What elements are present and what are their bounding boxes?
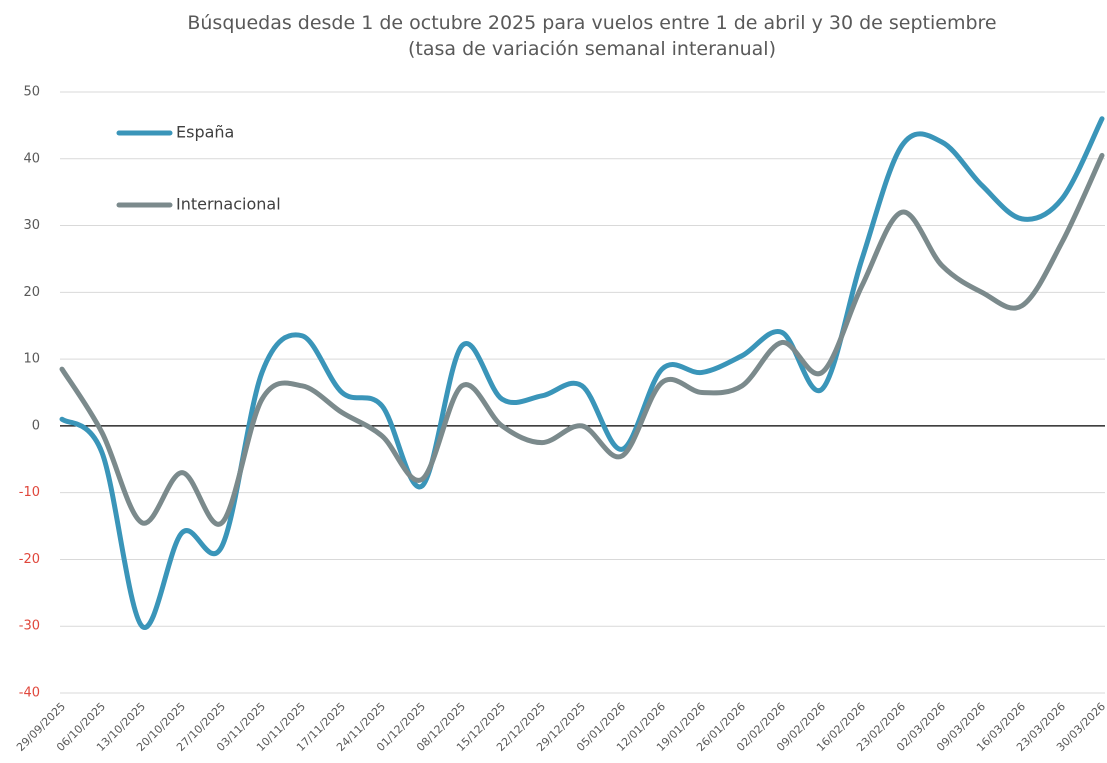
y-tick-label: 40 — [23, 151, 40, 166]
y-tick-label: -30 — [19, 619, 40, 634]
y-tick-label: 0 — [32, 418, 40, 433]
series-line — [59, 152, 1105, 527]
y-tick-label: -40 — [19, 686, 40, 701]
y-tick-label: 30 — [23, 218, 40, 233]
legend-label: Internacional — [176, 195, 281, 214]
series-line — [59, 116, 1105, 630]
y-tick-label: 10 — [23, 352, 40, 367]
legend-label: España — [176, 123, 234, 142]
y-tick-label: -10 — [19, 485, 40, 500]
y-tick-label: -20 — [19, 552, 40, 567]
chart-subtitle: (tasa de variación semanal interanual) — [408, 38, 776, 60]
y-tick-label: 20 — [23, 285, 40, 300]
y-tick-label: 50 — [23, 85, 40, 100]
chart-title: Búsquedas desde 1 de octubre 2025 para v… — [187, 12, 996, 34]
